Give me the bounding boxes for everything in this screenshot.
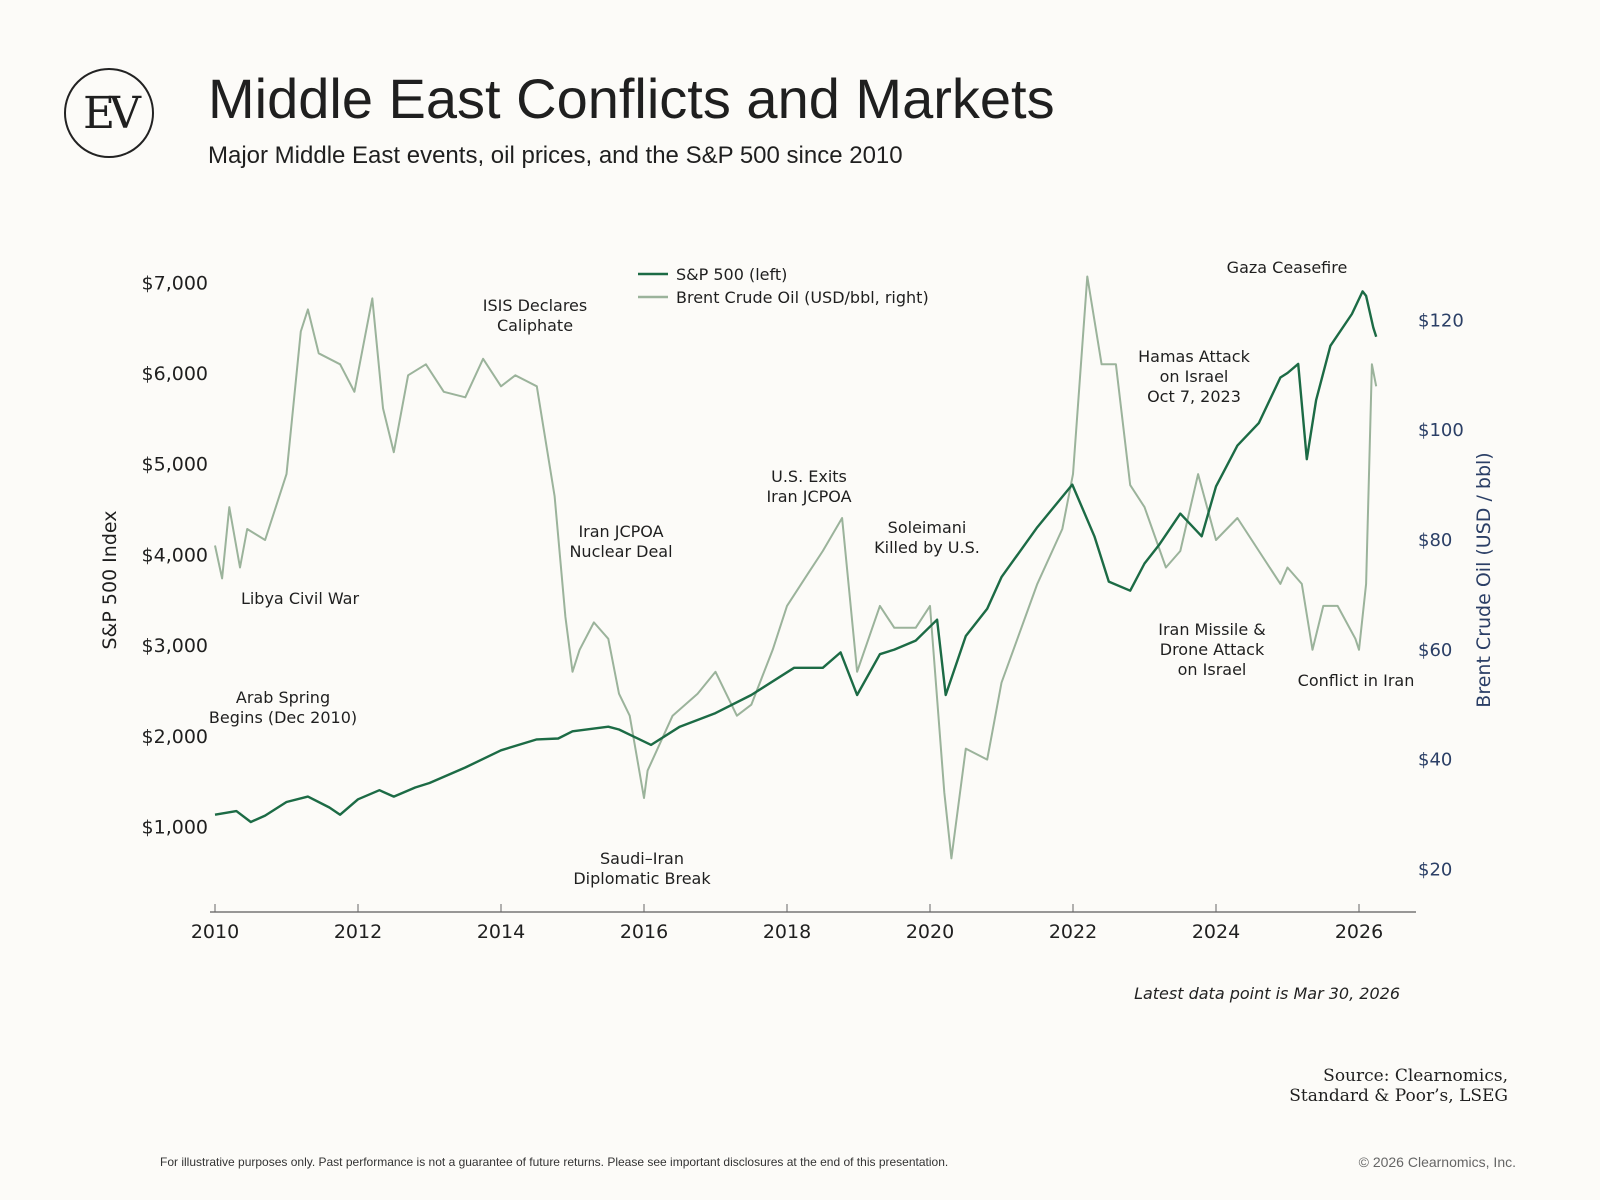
y-right-tick-label: $20: [1418, 859, 1452, 880]
page-subtitle: Major Middle East events, oil prices, an…: [208, 142, 903, 169]
annotation-label: Gaza Ceasefire: [1227, 258, 1348, 277]
copyright: © 2026 Clearnomics, Inc.: [1358, 1154, 1516, 1170]
brent-series-line: [214, 275, 1378, 860]
y-right-tick-label: $80: [1418, 530, 1452, 551]
source-line-2: Standard & Poor’s, LSEG: [1289, 1086, 1508, 1106]
x-tick-label: 2010: [191, 921, 239, 943]
x-tick-label: 2016: [620, 921, 668, 943]
y-left-tick-label: $6,000: [142, 363, 208, 385]
annotation-label: Killed by U.S.: [874, 538, 980, 557]
y-right-tick-label: $60: [1418, 640, 1452, 661]
annotation-label: Caliphate: [497, 316, 573, 335]
annotation-label: Diplomatic Break: [573, 869, 711, 888]
annotation-label: Conflict in Iran: [1298, 671, 1415, 690]
y-right-tick-label: $100: [1418, 420, 1464, 441]
annotation-label: Iran Missile &: [1158, 620, 1266, 639]
annotation-label: on Israel: [1160, 367, 1229, 386]
annotation-label: Iran JCPOA: [766, 487, 851, 506]
x-tick-label: 2026: [1335, 921, 1383, 943]
legend-label-brent: Brent Crude Oil (USD/bbl, right): [676, 288, 929, 307]
logo-text: EV: [83, 87, 141, 139]
annotation-label: Hamas Attack: [1138, 347, 1250, 366]
y-left-tick-label: $7,000: [142, 272, 208, 294]
y-right-tick-label: $120: [1418, 310, 1464, 331]
legend-label-sp500: S&P 500 (left): [676, 265, 787, 284]
annotation-label: ISIS Declares: [483, 296, 587, 315]
annotation-label: U.S. Exits: [771, 467, 847, 486]
x-tick-label: 2018: [763, 921, 811, 943]
sp500-series-line: [214, 290, 1378, 824]
source-line-1: Source: Clearnomics,: [1323, 1066, 1508, 1086]
y-right-tick-label: $40: [1418, 750, 1452, 771]
annotation-label: Iran JCPOA: [578, 522, 663, 541]
x-tick-label: 2022: [1049, 921, 1097, 943]
annotation-label: Begins (Dec 2010): [209, 708, 357, 727]
source-note: Source: Clearnomics, Standard & Poor’s, …: [1289, 1066, 1508, 1106]
page-title: Middle East Conflicts and Markets: [208, 67, 1055, 130]
y-left-tick-label: $5,000: [142, 454, 208, 476]
y-left-tick-label: $3,000: [142, 635, 208, 657]
x-tick-label: 2012: [334, 921, 382, 943]
annotation-label: Drone Attack: [1160, 640, 1265, 659]
annotation-label: on Israel: [1178, 660, 1247, 679]
annotation-label: Nuclear Deal: [569, 542, 672, 561]
y-right-axis-title: Brent Crude Oil (USD / bbl): [1473, 452, 1495, 707]
y-left-axis-title: S&P 500 Index: [99, 511, 121, 650]
disclaimer: For illustrative purposes only. Past per…: [160, 1155, 949, 1169]
annotation-label: Libya Civil War: [241, 589, 360, 608]
annotation-label: Saudi–Iran: [600, 849, 684, 868]
x-tick-label: 2014: [477, 921, 525, 943]
annotation-label: Arab Spring: [236, 688, 330, 707]
ev-logo: EV: [64, 68, 154, 158]
x-tick-label: 2020: [906, 921, 954, 943]
y-left-tick-label: $4,000: [142, 544, 208, 566]
y-left-tick-label: $2,000: [142, 726, 208, 748]
y-left-tick-label: $1,000: [142, 817, 208, 839]
latest-data-note: Latest data point is Mar 30, 2026: [1134, 984, 1400, 1003]
annotation-label: Soleimani: [888, 518, 967, 537]
x-tick-label: 2024: [1192, 921, 1240, 943]
annotation-label: Oct 7, 2023: [1147, 387, 1241, 406]
